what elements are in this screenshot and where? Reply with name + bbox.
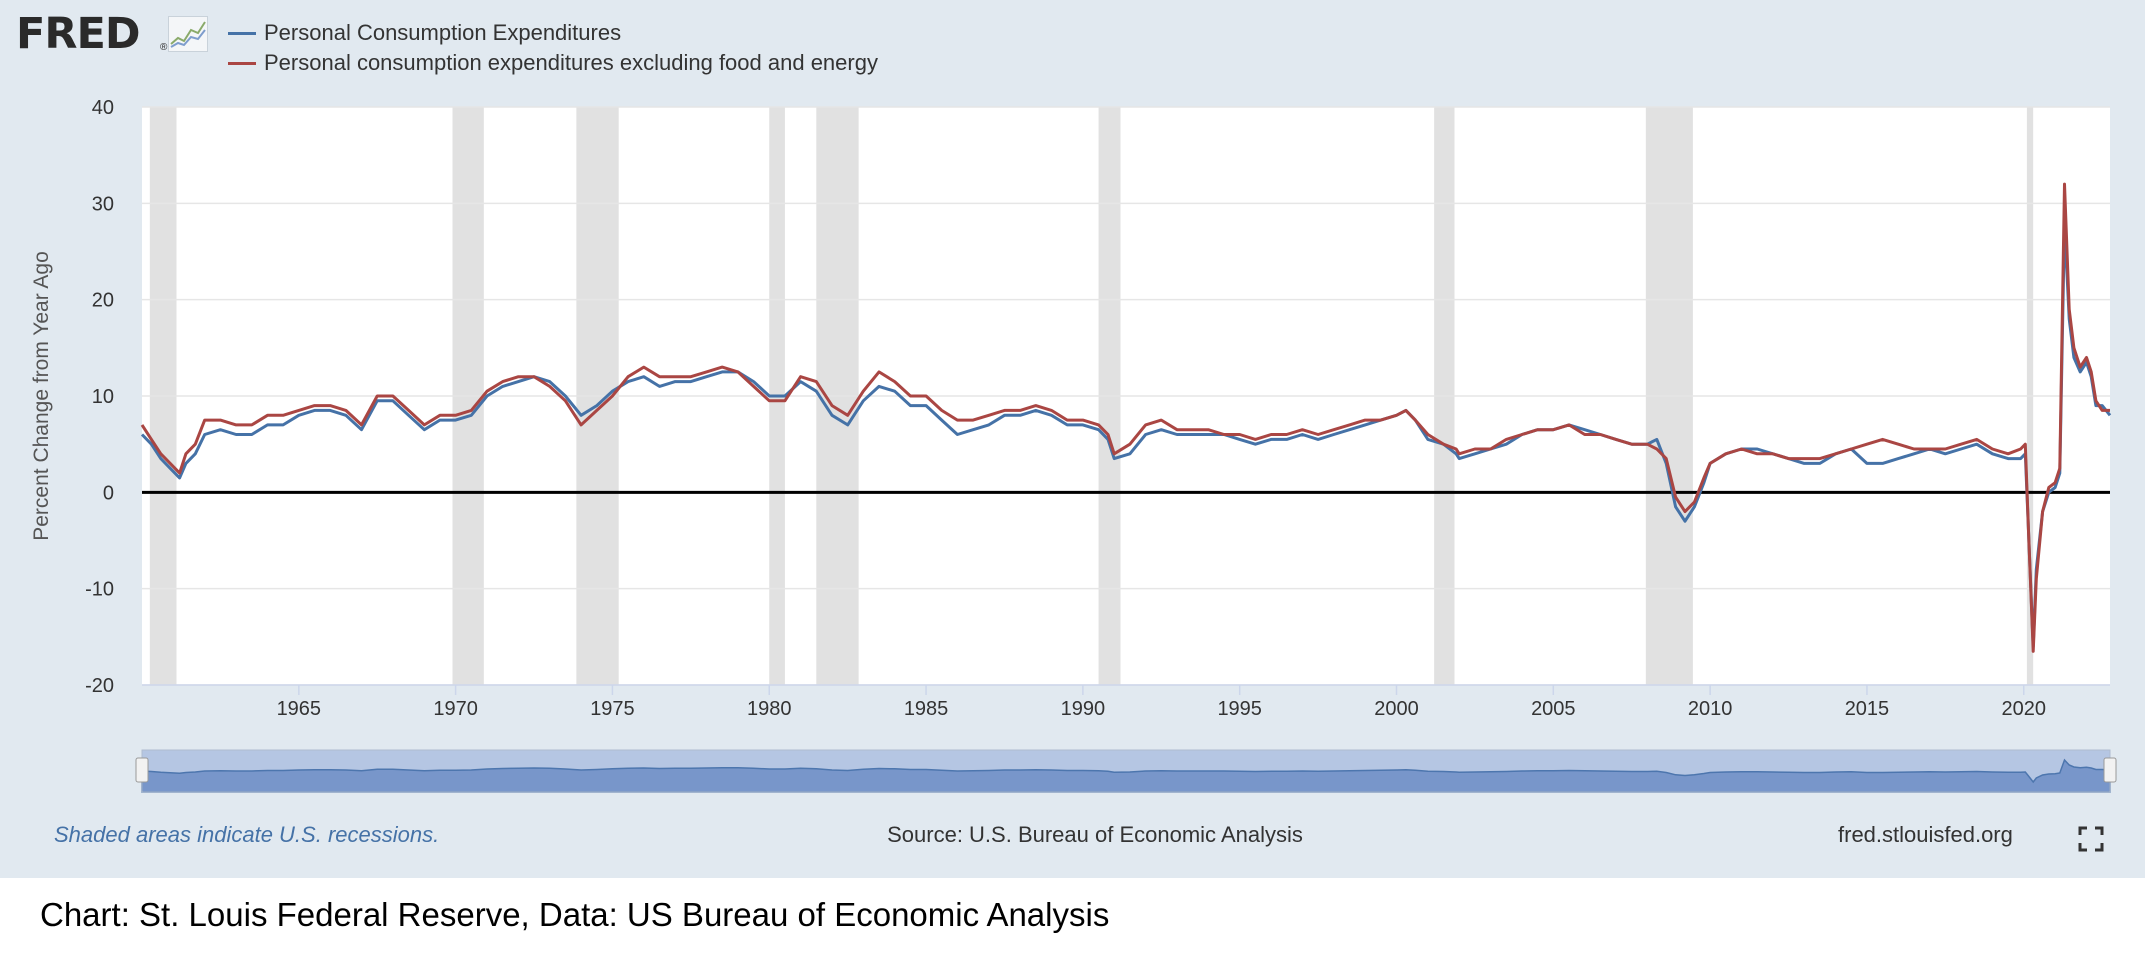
- x-tick-label: 2000: [1374, 698, 1419, 720]
- navigator-handle-left[interactable]: [135, 757, 149, 783]
- x-tick-label: 2010: [1688, 698, 1733, 720]
- x-tick-label: 2005: [1531, 698, 1576, 720]
- range-navigator[interactable]: [0, 0, 2145, 800]
- chart-credit: Chart: St. Louis Federal Reserve, Data: …: [40, 896, 1110, 933]
- recession-note: Shaded areas indicate U.S. recessions.: [54, 822, 440, 847]
- navigator-series: [141, 758, 2111, 793]
- navigator-handle-right[interactable]: [2103, 757, 2117, 783]
- legend-swatch-pce: [228, 31, 256, 35]
- x-tick-label: 1990: [1061, 698, 1106, 720]
- x-tick-label: 1965: [277, 698, 322, 720]
- chart-legend: Personal Consumption Expenditures Person…: [228, 18, 878, 78]
- x-tick-label: 1970: [433, 698, 478, 720]
- y-tick-label: 0: [103, 482, 114, 504]
- site-link[interactable]: fred.stlouisfed.org: [1838, 822, 2013, 847]
- x-tick-label: 1995: [1217, 698, 1262, 720]
- x-tick-label: 2015: [1845, 698, 1890, 720]
- fullscreen-icon[interactable]: [2078, 826, 2104, 852]
- legend-label-pce: Personal Consumption Expenditures: [264, 20, 622, 45]
- legend-swatch-core: [228, 61, 256, 65]
- main-chart: -20 -10 0 10 20 30 40 1965 1970 1975 1980 1985 1990 1…: [30, 97, 2112, 720]
- y-tick-label: -20: [85, 675, 114, 697]
- logo-wordmark: FRED: [16, 9, 141, 59]
- x-tick-label: 1985: [904, 698, 949, 720]
- y-tick-label: -10: [85, 579, 114, 601]
- x-tick-label: 2020: [2002, 698, 2047, 720]
- series-line-core: [140, 182, 2110, 653]
- y-tick-label: 30: [92, 193, 114, 215]
- y-tick-label: 40: [92, 97, 114, 119]
- fred-logo[interactable]: FRED ®: [16, 8, 216, 60]
- registered-mark: ®: [160, 42, 168, 53]
- trend-graph-icon: [168, 16, 208, 52]
- y-tick-label: 10: [92, 386, 114, 408]
- legend-label-core: Personal consumption expenditures exclud…: [264, 50, 878, 75]
- legend-item-core[interactable]: Personal consumption expenditures exclud…: [228, 48, 878, 78]
- x-tick-label: 1980: [747, 698, 792, 720]
- y-tick-label: 20: [92, 290, 114, 312]
- x-tick-label: 1975: [590, 698, 635, 720]
- legend-item-pce[interactable]: Personal Consumption Expenditures: [228, 18, 878, 48]
- navigator-window[interactable]: [141, 749, 2111, 793]
- source-note: Source: U.S. Bureau of Economic Analysis: [887, 822, 1303, 847]
- y-axis-title: Percent Change from Year Ago: [30, 251, 53, 541]
